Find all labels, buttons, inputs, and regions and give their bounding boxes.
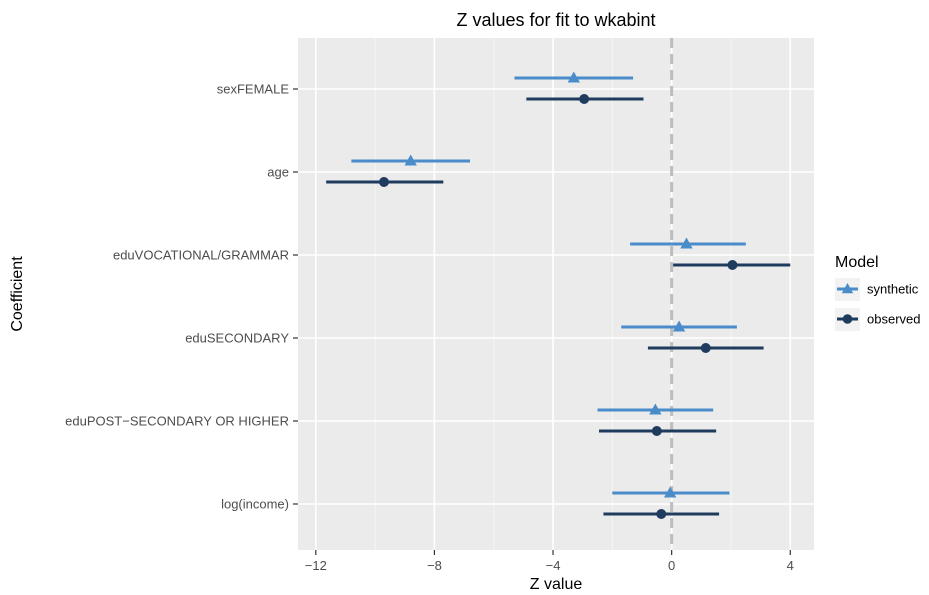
- legend: Model synthetic observed: [835, 254, 920, 331]
- point-marker: [649, 403, 662, 415]
- point-marker: [651, 426, 662, 436]
- legend-label-observed: observed: [867, 312, 920, 327]
- point-marker: [680, 237, 693, 249]
- plot-panel: [298, 38, 814, 550]
- x-tick-label: −4: [546, 558, 561, 573]
- x-tick-label: −8: [427, 558, 442, 573]
- series-synthetic: [351, 71, 746, 498]
- x-tick-label: 4: [787, 558, 794, 573]
- point-marker: [656, 509, 667, 519]
- point-marker: [672, 320, 686, 332]
- x-axis-title: Z value: [530, 576, 583, 593]
- y-tick-label: sexFEMALE: [217, 82, 290, 97]
- x-tick-label: 0: [668, 558, 675, 573]
- legend-key-synthetic: [835, 278, 860, 301]
- point-marker: [567, 71, 580, 83]
- x-tick-label: −12: [305, 558, 327, 573]
- point-marker: [404, 154, 417, 166]
- data-marks: [326, 71, 791, 519]
- y-tick-label: eduVOCATIONAL/GRAMMAR: [113, 248, 289, 263]
- point-marker: [579, 94, 590, 104]
- y-axis: sexFEMALE age eduVOCATIONAL/GRAMMAR eduSECO…: [65, 82, 298, 512]
- y-tick-label: log(income): [221, 497, 289, 512]
- point-marker: [727, 260, 738, 270]
- x-axis: −12 −8 −4 0 4: [305, 550, 794, 573]
- legend-key-marker: [841, 283, 854, 294]
- legend-key-marker: [842, 314, 853, 324]
- series-observed: [326, 94, 791, 519]
- point-marker: [663, 486, 677, 498]
- point-marker: [379, 177, 389, 187]
- y-axis-title: Coefficient: [9, 256, 26, 332]
- y-tick-label: age: [267, 165, 289, 180]
- legend-title: Model: [835, 254, 879, 271]
- legend-label-synthetic: synthetic: [867, 282, 919, 297]
- chart-title: Z values for fit to wkabint: [456, 10, 655, 30]
- point-marker: [700, 343, 711, 353]
- y-tick-label: eduPOST−SECONDARY OR HIGHER: [65, 414, 289, 429]
- y-tick-label: eduSECONDARY: [185, 331, 289, 346]
- legend-key-observed: [835, 308, 860, 331]
